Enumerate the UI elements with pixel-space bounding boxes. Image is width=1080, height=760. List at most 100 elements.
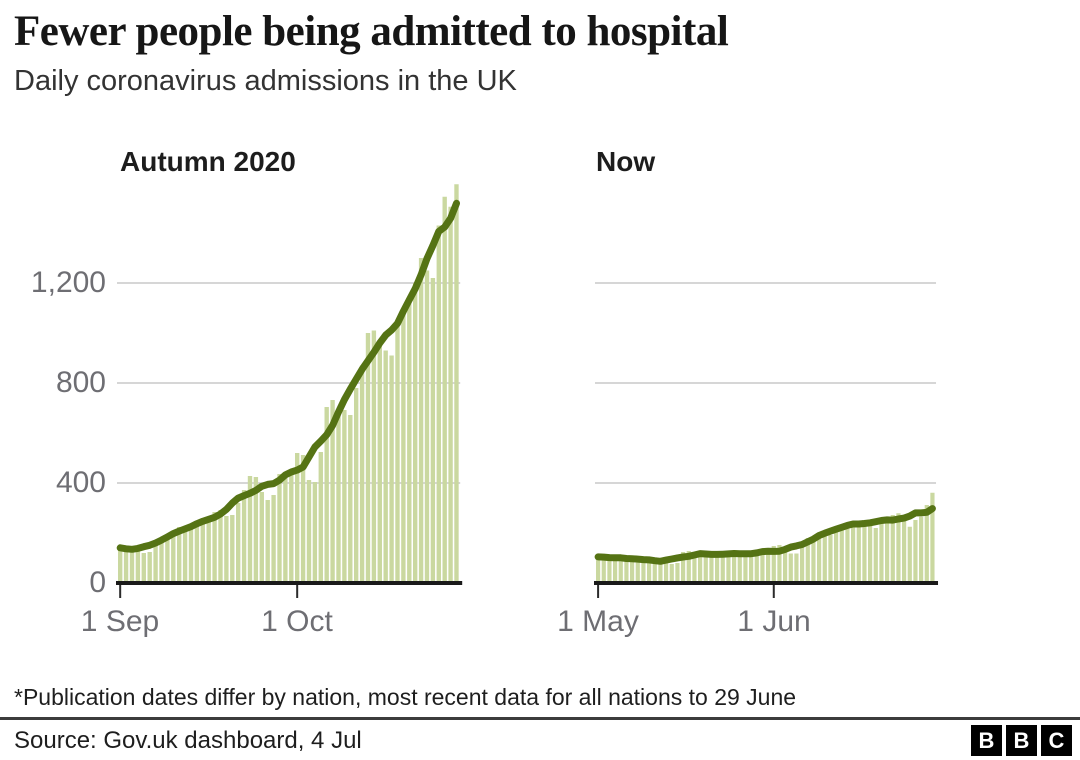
bar [389, 355, 394, 583]
bar [324, 407, 329, 583]
bar [658, 561, 663, 583]
bar [749, 552, 754, 583]
bar [430, 278, 436, 583]
bar [424, 270, 430, 583]
bar [715, 553, 720, 583]
bar [669, 564, 674, 583]
bar [348, 415, 353, 583]
bar [241, 490, 247, 583]
bar [924, 505, 929, 583]
bar [418, 258, 424, 583]
bar [153, 543, 158, 583]
bar [300, 455, 306, 583]
bar [188, 529, 194, 583]
chart-panel-1 [594, 282, 939, 598]
y-axis-label-800: 800 [55, 366, 106, 399]
bar [182, 530, 188, 583]
bar [805, 538, 810, 583]
bar [448, 206, 453, 583]
bar [635, 559, 640, 583]
bar [862, 520, 867, 583]
bar [709, 555, 714, 583]
x-axis-baseline [116, 581, 463, 585]
bar [236, 503, 241, 583]
bar [230, 515, 235, 583]
bar [896, 513, 901, 583]
bar [641, 560, 646, 583]
bar [647, 559, 652, 583]
bar [811, 537, 816, 583]
bar [703, 556, 708, 583]
bar [856, 521, 861, 583]
bar [834, 528, 839, 583]
bar [212, 512, 217, 583]
footer-divider [0, 717, 1080, 720]
bar [407, 298, 412, 583]
bar [377, 343, 382, 583]
bar [692, 552, 697, 583]
bar [618, 558, 623, 583]
bar [652, 560, 657, 583]
bar [873, 528, 878, 583]
bar [890, 515, 895, 583]
bar [732, 552, 737, 583]
bar [354, 388, 359, 583]
bar [919, 516, 924, 583]
bar [289, 470, 294, 583]
bar [413, 283, 418, 583]
bar [760, 555, 765, 583]
bbc-logo-letter-b2: B [1006, 725, 1037, 756]
x-axis-baseline [594, 581, 939, 585]
bar [686, 551, 691, 583]
page-subtitle: Daily coronavirus admissions in the UK [14, 65, 517, 97]
bar [171, 532, 176, 583]
bar [783, 552, 788, 583]
bar [265, 500, 270, 583]
bar [817, 535, 822, 583]
source-text: Source: Gov.uk dashboard, 4 Jul [14, 727, 362, 754]
bar [771, 546, 776, 583]
panel-title-now: Now [596, 146, 656, 177]
bar [312, 482, 318, 583]
bar [330, 400, 335, 583]
bar [218, 510, 223, 583]
bar [295, 453, 300, 583]
bar [129, 548, 135, 583]
bar [613, 556, 618, 583]
bar [879, 523, 884, 583]
bar [737, 553, 742, 583]
bar [383, 350, 388, 583]
bar [147, 552, 152, 583]
bar [868, 525, 873, 583]
bar [165, 536, 170, 583]
bar [913, 520, 918, 583]
bar [828, 535, 833, 583]
bar [885, 519, 890, 583]
y-axis-label-0: 0 [89, 566, 106, 599]
bar [277, 474, 282, 583]
panel-title-autumn-2020: Autumn 2020 [120, 146, 296, 177]
chart-panel-0 [116, 184, 463, 598]
bar [845, 524, 850, 583]
bar [177, 527, 182, 583]
bar [442, 196, 447, 583]
bar [259, 492, 264, 583]
bar [436, 225, 441, 583]
bar [141, 553, 146, 583]
bar [342, 410, 347, 583]
bbc-logo-letter-b1: B [971, 725, 1002, 756]
x-axis-label-1-oct: 1 Oct [261, 605, 333, 638]
bar [194, 526, 200, 583]
bar [454, 184, 459, 583]
bar [822, 533, 827, 583]
bar [247, 476, 253, 583]
bar [664, 562, 669, 583]
bar [336, 412, 341, 583]
seven-day-average-line [594, 505, 936, 565]
x-axis-label-1-sep: 1 Sep [80, 605, 160, 638]
bar [726, 553, 731, 583]
bar [283, 477, 288, 583]
bar [596, 558, 601, 583]
bar [754, 555, 759, 583]
